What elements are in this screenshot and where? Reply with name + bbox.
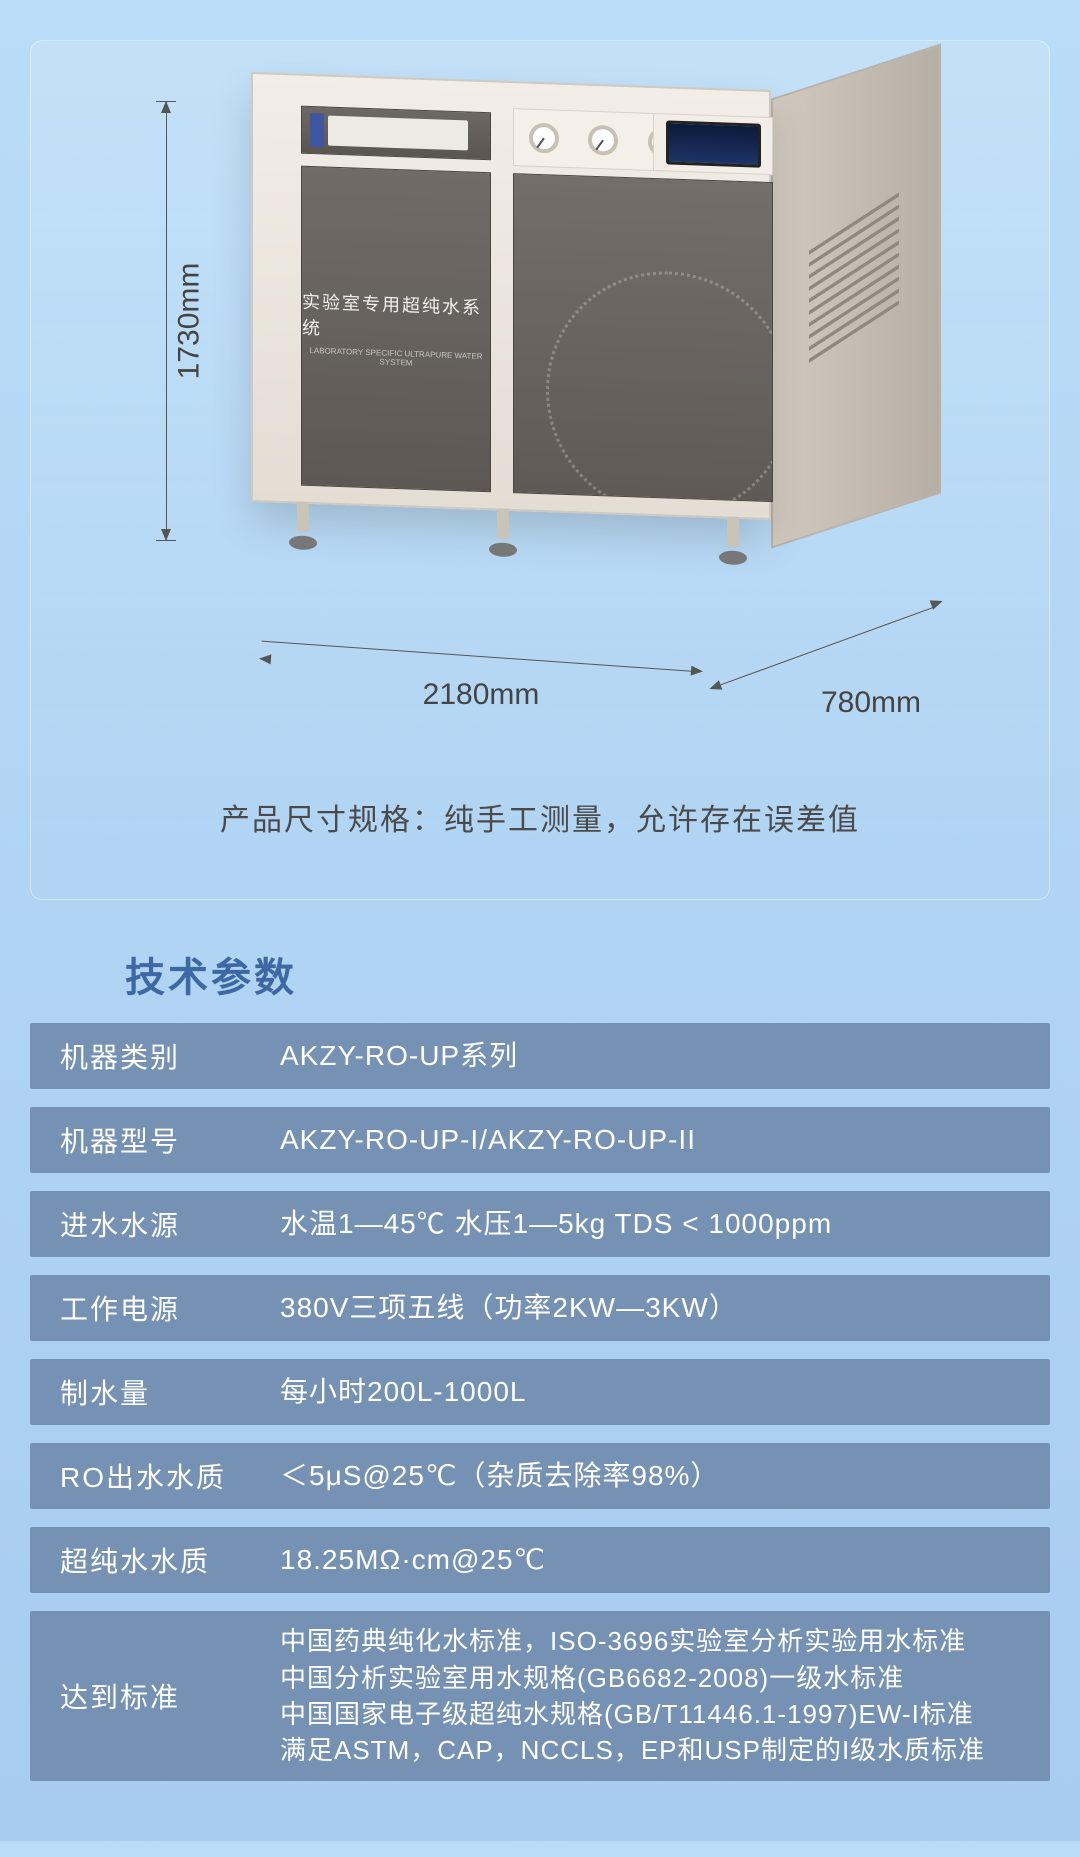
dimension-width-label: 2180mm [423, 678, 540, 712]
pressure-gauge-icon [529, 123, 559, 154]
spec-value: ＜5μS@25℃（杂质去除率98%） [240, 1443, 1050, 1509]
spec-value: 水温1—45℃ 水压1—5kg TDS < 1000ppm [240, 1191, 1050, 1257]
spec-row: RO出水水质＜5μS@25℃（杂质去除率98%） [30, 1443, 1050, 1509]
spec-value: AKZY-RO-UP系列 [240, 1023, 1050, 1089]
left-door: 实验室专用超纯水系统 LABORATORY SPECIFIC ULTRAPURE… [301, 166, 491, 493]
machine-front-panel: 实验室专用超纯水系统 LABORATORY SPECIFIC ULTRAPURE… [251, 72, 771, 520]
machine-side-panel [771, 43, 941, 548]
section-title: 技术参数 [125, 945, 1050, 1003]
spec-row: 达到标准中国药典纯化水标准，ISO-3696实验室分析实验用水标准 中国分析实验… [30, 1611, 1050, 1781]
dimension-depth: 780mm [711, 616, 941, 716]
dimension-note: 产品尺寸规格：纯手工测量，允许存在误差值 [31, 795, 1049, 839]
lcd-screen-icon [666, 120, 761, 167]
spec-row: 机器型号AKZY-RO-UP-I/AKZY-RO-UP-II [30, 1107, 1050, 1173]
dimension-depth-label: 780mm [821, 686, 921, 720]
vent-slits [809, 196, 909, 356]
spec-label: 超纯水水质 [30, 1527, 240, 1593]
spec-label: 机器类别 [30, 1023, 240, 1089]
spec-row: 机器类别AKZY-RO-UP系列 [30, 1023, 1050, 1089]
spec-label: 工作电源 [30, 1275, 240, 1341]
spec-label: 达到标准 [30, 1611, 240, 1781]
branding-strip [301, 106, 491, 161]
caster-icon [713, 516, 753, 565]
spec-label: 进水水源 [30, 1191, 240, 1257]
dimension-height-label: 1730mm [172, 263, 206, 380]
brand-tag [310, 113, 324, 147]
spec-value: 380V三项五线（功率2KW—3KW） [240, 1275, 1050, 1341]
brand-label-strip [328, 116, 468, 151]
spec-row: 进水水源水温1—45℃ 水压1—5kg TDS < 1000ppm [30, 1191, 1050, 1257]
door-title-zh: 实验室专用超纯水系统 [302, 288, 490, 347]
spec-label: 机器型号 [30, 1107, 240, 1173]
spec-row: 工作电源380V三项五线（功率2KW—3KW） [30, 1275, 1050, 1341]
spec-label: RO出水水质 [30, 1443, 240, 1509]
caster-icon [283, 501, 323, 550]
machine-legs [253, 500, 769, 566]
product-spec-page: 实验室专用超纯水系统 LABORATORY SPECIFIC ULTRAPURE… [0, 0, 1080, 1841]
spec-row: 制水量每小时200L-1000L [30, 1359, 1050, 1425]
dimension-width: 2180mm [261, 616, 701, 696]
spec-value: 18.25MΩ·cm@25℃ [240, 1527, 1050, 1593]
caster-icon [483, 508, 523, 557]
product-illustration: 实验室专用超纯水系统 LABORATORY SPECIFIC ULTRAPURE… [231, 81, 951, 641]
door-title-en: LABORATORY SPECIFIC ULTRAPURE WATER SYST… [302, 346, 490, 371]
spec-value: AKZY-RO-UP-I/AKZY-RO-UP-II [240, 1107, 1050, 1173]
spec-label: 制水量 [30, 1359, 240, 1425]
specs-table: 机器类别AKZY-RO-UP系列机器型号AKZY-RO-UP-I/AKZY-RO… [30, 1023, 1050, 1781]
right-door [513, 173, 773, 502]
pressure-gauge-icon [588, 125, 618, 156]
hero-inner: 实验室专用超纯水系统 LABORATORY SPECIFIC ULTRAPURE… [31, 41, 1049, 899]
product-hero-frame: 实验室专用超纯水系统 LABORATORY SPECIFIC ULTRAPURE… [30, 40, 1050, 900]
spec-value: 中国药典纯化水标准，ISO-3696实验室分析实验用水标准 中国分析实验室用水规… [240, 1611, 1050, 1781]
spec-value: 每小时200L-1000L [240, 1359, 1050, 1425]
spec-row: 超纯水水质18.25MΩ·cm@25℃ [30, 1527, 1050, 1593]
control-display-panel [653, 113, 773, 175]
